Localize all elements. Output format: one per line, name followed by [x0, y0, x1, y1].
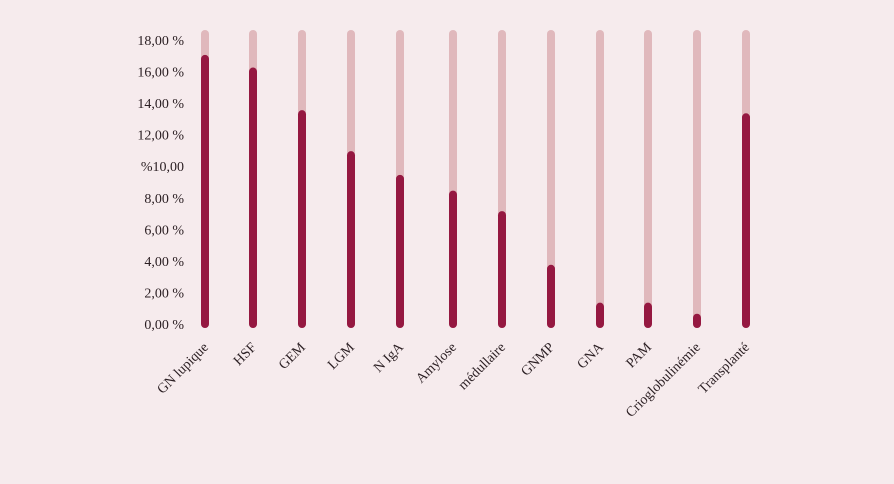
y-tick-label: 16,00 % [137, 66, 184, 81]
x-tick-label: GEM [276, 340, 309, 373]
y-tick-label: 14,00 % [137, 97, 184, 112]
x-tick-label: PAM [624, 340, 656, 372]
y-tick-label: 8,00 % [144, 192, 184, 207]
y-tick-label: 18,00 % [137, 34, 184, 49]
x-tick-label: GNA [575, 340, 608, 373]
y-tick-label: 2,00 % [144, 286, 184, 301]
x-tick-label: Amylose [413, 340, 459, 386]
x-axis: GN lupique HSF GEM LGM N IgA Amylosemédullair… [155, 340, 753, 421]
y-axis: 0,00 % 2,00 % 4,00 % 6,00 % 8,00 % %10,00 12,0… [137, 34, 184, 333]
x-tick-label: GN lupique [155, 340, 212, 397]
x-tick-label: médullaire [456, 340, 509, 393]
y-tick-label: 4,00 % [144, 255, 184, 270]
x-tick-label: Transplanté [696, 340, 753, 397]
y-tick-label: 6,00 % [144, 223, 184, 238]
y-tick-label: 0,00 % [144, 318, 184, 333]
bars [201, 54, 750, 328]
x-tick-label: GNMP [519, 340, 558, 379]
x-tick-label: LGM [325, 340, 358, 373]
x-tick-label: N IgA [371, 340, 407, 376]
y-tick-label: 12,00 % [137, 129, 184, 144]
y-tick-label: %10,00 [141, 160, 184, 175]
x-tick-label: HSF [231, 340, 260, 369]
bar-tracks [201, 30, 750, 328]
